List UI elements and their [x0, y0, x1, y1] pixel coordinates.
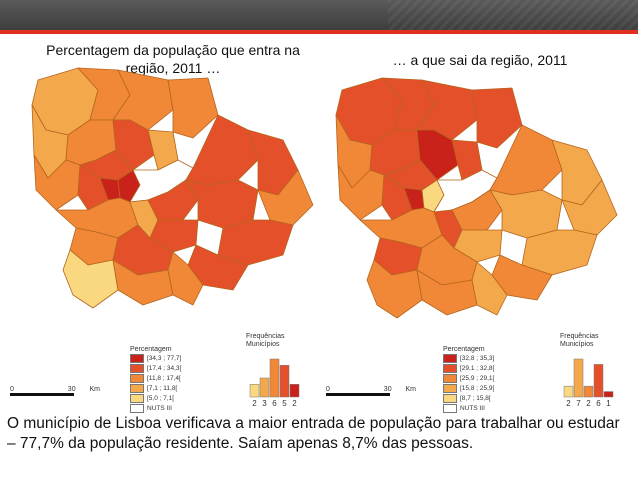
municipality-region	[62, 249, 119, 309]
scale-unit-label: Km	[405, 386, 416, 393]
legend-row: NUTS III	[130, 403, 181, 413]
legend-row: [17,4 ; 34,3[	[130, 363, 181, 373]
legend-label: [15,8 ; 25,9[	[460, 384, 495, 392]
histogram-bar	[259, 377, 270, 398]
scale-start-label: 0	[10, 386, 14, 393]
legend-swatch	[130, 363, 144, 373]
histogram-bar	[593, 364, 604, 398]
municipality-region	[366, 259, 423, 319]
legend-row: [7,1 ; 11,8[	[130, 383, 181, 393]
scale-unit-label: Km	[89, 386, 100, 393]
histogram-count-label: 5	[282, 399, 287, 408]
legend-row: [29,1 ; 32,8[	[443, 363, 494, 373]
municipality-region	[471, 87, 523, 149]
legend-label: [7,1 ; 11,8[	[147, 384, 178, 392]
legend-swatch	[130, 373, 144, 383]
legend-label: [25,9 ; 29,1[	[460, 374, 495, 382]
scale-end-label: 30	[383, 386, 392, 393]
municipality-region	[521, 229, 598, 276]
histogram-title: Frequências	[560, 333, 599, 340]
histogram-subtitle: Municípios	[560, 341, 594, 348]
inflow-map	[31, 67, 314, 309]
municipality-region	[167, 77, 219, 139]
histogram-bar	[249, 384, 260, 398]
scale-bar-line	[10, 393, 74, 396]
scale-bar-right: 0 30 Km	[326, 386, 416, 396]
legend-row: [5,0 ; 7,1[	[130, 393, 181, 403]
histogram-bar	[279, 365, 290, 398]
histogram-bar	[563, 385, 574, 398]
histogram-bar	[289, 384, 300, 398]
legend-title: Percentagem	[130, 346, 172, 353]
slide-header-bar	[0, 0, 638, 30]
legend-swatch	[443, 383, 457, 393]
histogram-bar	[573, 358, 584, 398]
legend-label: [17,4 ; 34,3[	[147, 364, 182, 372]
legend-row: [15,8 ; 25,9[	[443, 383, 494, 393]
histogram-count-label: 3	[262, 399, 267, 408]
slide-caption: O município de Lisboa verificava a maior…	[7, 415, 620, 452]
legend-inflow: Percentagem [34,3 ; 77,7] [17,4 ; 34,3[ [1…	[130, 346, 181, 413]
histogram-count-label: 2	[566, 399, 571, 408]
legend-label: [5,0 ; 7,1[	[147, 394, 175, 402]
histogram-bar	[583, 385, 594, 398]
histogram-count-label: 2	[586, 399, 591, 408]
scale-bar-left: 0 30 Km	[10, 386, 100, 396]
legend-swatch	[130, 353, 144, 363]
legend-label: NUTS III	[460, 404, 485, 412]
map-title-inflow: Percentagem da população que entra na re…	[46, 42, 300, 76]
legend-row: [25,9 ; 29,1[	[443, 373, 494, 383]
legend-row: NUTS III	[443, 403, 494, 413]
histogram-count-label: 2	[292, 399, 297, 408]
histogram-count-label: 2	[252, 399, 257, 408]
histogram-title: Frequências	[246, 333, 285, 340]
legend-swatch	[130, 383, 144, 393]
legend-label: [11,8 ; 17,4[	[147, 374, 181, 382]
legend-row: [8,7 ; 15,8[	[443, 393, 494, 403]
legend-label: [34,3 ; 77,7]	[147, 354, 182, 362]
legend-swatch	[130, 403, 144, 413]
legend-label: NUTS III	[147, 404, 172, 412]
scale-end-label: 30	[67, 386, 76, 393]
scale-bar-line	[326, 393, 390, 396]
histogram-count-label: 6	[596, 399, 601, 408]
slide-accent-line	[0, 30, 638, 34]
legend-swatch	[443, 403, 457, 413]
histogram-bar	[269, 358, 280, 398]
legend-swatch	[443, 353, 457, 363]
outflow-map	[335, 77, 618, 319]
legend-swatch	[443, 373, 457, 383]
legend-label: [29,1 ; 32,8[	[460, 364, 495, 372]
legend-outflow: Percentagem [32,8 ; 35,3] [29,1 ; 32,8[ [2…	[443, 346, 494, 413]
histogram-count-label: 6	[272, 399, 277, 408]
municipality-region	[471, 261, 508, 316]
histogram-count-label: 7	[576, 399, 581, 408]
legend-swatch	[443, 363, 457, 373]
histogram-count-label: 1	[606, 399, 611, 408]
histogram-bar	[603, 391, 614, 398]
legend-label: [32,8 ; 35,3]	[460, 354, 495, 362]
legend-swatch	[130, 393, 144, 403]
legend-row: [11,8 ; 17,4[	[130, 373, 181, 383]
legend-swatch	[443, 393, 457, 403]
municipality-region	[217, 219, 294, 266]
histogram-subtitle: Municípios	[246, 341, 280, 348]
map-title-outflow: … a que sai da região, 2011	[392, 52, 568, 68]
legend-label: [8,7 ; 15,8[	[460, 394, 491, 402]
legend-title: Percentagem	[443, 346, 485, 353]
legend-row: [32,8 ; 35,3]	[443, 353, 494, 363]
municipality-region	[167, 251, 204, 306]
scale-start-label: 0	[326, 386, 330, 393]
legend-row: [34,3 ; 77,7]	[130, 353, 181, 363]
